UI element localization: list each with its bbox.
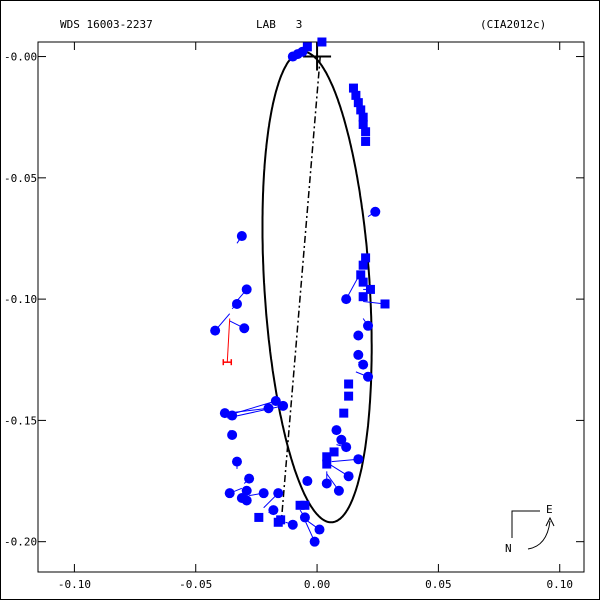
observation-square bbox=[361, 127, 370, 136]
compass-east-label: E bbox=[546, 503, 553, 516]
x-tick-label: 0.00 bbox=[304, 578, 331, 591]
observation-point bbox=[268, 505, 278, 515]
outlier-residual-line bbox=[227, 319, 229, 363]
observation-point bbox=[273, 488, 283, 498]
observation-point bbox=[227, 430, 237, 440]
observation-square bbox=[359, 292, 368, 301]
observation-point bbox=[334, 486, 344, 496]
observation-point bbox=[341, 442, 351, 452]
observation-point bbox=[322, 478, 332, 488]
observation-square bbox=[300, 501, 309, 510]
y-tick-label: -0.20 bbox=[4, 536, 37, 549]
compass: E N bbox=[505, 503, 554, 555]
x-tick-label: -0.10 bbox=[58, 578, 91, 591]
header-reference: (CIA2012c) bbox=[480, 18, 546, 31]
y-tick-label: -0.15 bbox=[4, 414, 37, 427]
observation-square bbox=[344, 392, 353, 401]
orbit-ellipse bbox=[263, 52, 372, 523]
compass-axes bbox=[512, 511, 540, 538]
observation-point bbox=[300, 512, 310, 522]
observation-square bbox=[274, 518, 283, 527]
y-tick-label: -0.10 bbox=[4, 293, 37, 306]
observation-square bbox=[359, 261, 368, 270]
observation-point bbox=[370, 207, 380, 217]
x-tick-label: 0.05 bbox=[425, 578, 452, 591]
observation-point bbox=[331, 425, 341, 435]
observation-point bbox=[344, 471, 354, 481]
observation-point bbox=[358, 360, 368, 370]
observation-point bbox=[237, 231, 247, 241]
x-tick-label: -0.05 bbox=[179, 578, 212, 591]
observation-point bbox=[353, 454, 363, 464]
observation-point bbox=[288, 52, 298, 62]
observation-point bbox=[232, 299, 242, 309]
observation-square bbox=[254, 513, 263, 522]
line-of-nodes bbox=[281, 57, 320, 524]
observation-square bbox=[381, 299, 390, 308]
plot-frame bbox=[38, 42, 584, 572]
observation-square bbox=[322, 460, 331, 469]
observation-square bbox=[344, 380, 353, 389]
observation-point bbox=[227, 411, 237, 421]
observation-square bbox=[339, 409, 348, 418]
x-tick-label: 0.10 bbox=[546, 578, 573, 591]
observation-point bbox=[259, 488, 269, 498]
y-tick-label: -0.00 bbox=[4, 51, 37, 64]
observation-point bbox=[353, 350, 363, 360]
observation-point bbox=[310, 537, 320, 547]
observation-point bbox=[264, 403, 274, 413]
observation-point bbox=[232, 457, 242, 467]
header-wds-id: WDS 16003-2237 bbox=[60, 18, 153, 31]
y-tick-label: -0.05 bbox=[4, 172, 37, 185]
plot-area-frame bbox=[38, 42, 584, 572]
observation-point bbox=[341, 294, 351, 304]
observation-point bbox=[288, 520, 298, 530]
observation-square bbox=[317, 38, 326, 47]
observation-point bbox=[244, 474, 254, 484]
observation-point bbox=[302, 476, 312, 486]
observation-point bbox=[242, 495, 252, 505]
observation-point bbox=[239, 323, 249, 333]
tick-labels: -0.10 -0.05 0.00 0.05 0.10 -0.00 -0.05 -0.10 -0.… bbox=[4, 51, 573, 591]
observation-point bbox=[242, 284, 252, 294]
observation-point bbox=[225, 488, 235, 498]
observation-point bbox=[278, 401, 288, 411]
observation-point bbox=[363, 372, 373, 382]
observation-point bbox=[210, 326, 220, 336]
axis-ticks bbox=[38, 42, 584, 572]
observation-square bbox=[361, 137, 370, 146]
compass-north-label: N bbox=[505, 542, 512, 555]
observation-point bbox=[353, 331, 363, 341]
header-component: LAB 3 bbox=[256, 18, 302, 31]
observation-point bbox=[363, 321, 373, 331]
observation-point bbox=[314, 525, 324, 535]
